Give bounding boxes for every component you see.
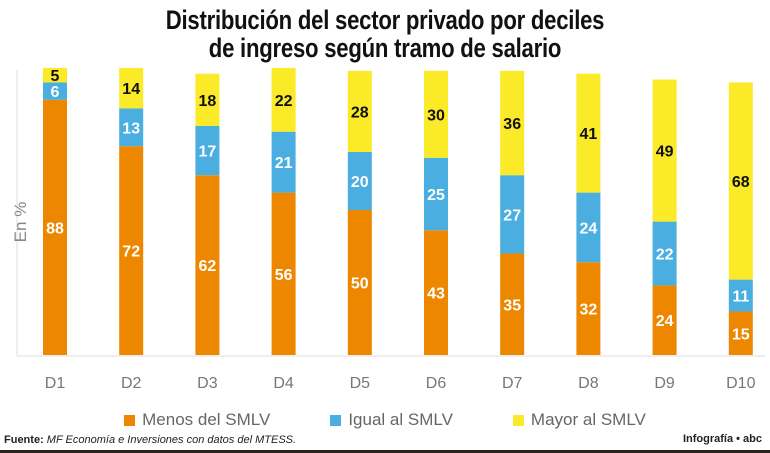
source-text: MF Economía e Inversiones con datos del …	[46, 434, 297, 446]
bar-menos-D10	[728, 311, 753, 355]
bar-mayor-D8	[576, 73, 601, 193]
x-tick-label: D6	[426, 375, 447, 392]
bar-igual-D10	[728, 279, 753, 312]
data-label: 17	[199, 144, 217, 161]
data-label: 32	[580, 302, 598, 319]
bar-igual-D2	[119, 108, 144, 147]
data-label: 24	[656, 313, 674, 330]
data-label: 5	[51, 68, 60, 85]
bar-mayor-D7	[500, 70, 525, 176]
legend: Menos del SMLV Igual al SMLV Mayor al SM…	[0, 410, 770, 430]
data-label: 13	[122, 120, 140, 137]
bar-igual-D4	[271, 131, 296, 193]
data-label: 41	[580, 126, 598, 143]
x-tick-label: D8	[578, 375, 599, 392]
bar-menos-D9	[652, 285, 677, 355]
data-label: 36	[503, 116, 521, 133]
bar-mayor-D4	[271, 67, 296, 132]
x-tick-label: D4	[273, 375, 294, 392]
data-label: 20	[351, 174, 369, 191]
x-tick-label: D5	[350, 375, 371, 392]
bar-mayor-D10	[728, 82, 753, 280]
data-label: 49	[656, 144, 674, 161]
bar-igual-D5	[347, 152, 372, 210]
bar-menos-D6	[424, 230, 448, 355]
data-label: 15	[732, 326, 750, 343]
data-label: 14	[122, 81, 140, 98]
bar-menos-D4	[271, 192, 296, 355]
bar-mayor-D6	[424, 70, 448, 158]
data-label: 24	[580, 220, 598, 237]
bar-mayor-D3	[195, 73, 220, 126]
data-label: 21	[275, 155, 293, 172]
bar-igual-D3	[195, 125, 220, 176]
stacked-bar-chart: En % 88 65 D1 72 13 14 D2 62 17 18 D3 56 21 22 D4 50 20 2…	[11, 67, 765, 392]
source-label: Fuente:	[4, 434, 44, 446]
bar-mayor-D2	[119, 67, 144, 109]
bar-mayor-D1	[43, 67, 67, 83]
chart-title: Distribución del sector privado por deci…	[69, 6, 700, 62]
legend-item-menos: Menos del SMLV	[124, 410, 270, 430]
bar-menos-D3	[195, 175, 220, 355]
bar-igual-D7	[500, 175, 525, 254]
bar-igual-D8	[576, 192, 601, 263]
data-label: 6	[51, 84, 60, 101]
x-tick-label: D2	[121, 375, 142, 392]
x-tick-label: D9	[654, 375, 675, 392]
bar-menos-D1	[43, 99, 67, 355]
bar-igual-D9	[652, 221, 677, 286]
source-note: Fuente: MF Economía e Inversiones con da…	[4, 434, 296, 446]
data-label: 18	[199, 93, 217, 110]
x-tick-label: D1	[45, 375, 66, 392]
legend-item-mayor: Mayor al SMLV	[512, 410, 646, 430]
data-label: 25	[427, 187, 445, 204]
data-label: 22	[656, 247, 674, 264]
data-label: 62	[199, 258, 217, 275]
legend-label: Igual al SMLV	[348, 410, 453, 429]
bar-menos-D2	[119, 146, 144, 355]
bar-igual-D6	[424, 157, 448, 231]
bar-menos-D8	[576, 262, 601, 355]
data-label: 27	[503, 207, 521, 224]
y-axis-label: En %	[11, 202, 30, 243]
data-label: 28	[351, 104, 369, 121]
x-tick-label: D3	[197, 375, 218, 392]
bottom-rule	[0, 450, 770, 453]
x-tick-label: D7	[502, 375, 523, 392]
x-tick-label: D10	[726, 375, 755, 392]
data-label: 22	[275, 93, 293, 110]
data-label: 68	[732, 174, 750, 191]
title-line-2: de ingreso según tramo de salario	[208, 33, 562, 63]
bar-menos-D5	[347, 210, 372, 355]
data-label: 56	[275, 267, 293, 284]
legend-label: Mayor al SMLV	[530, 410, 646, 429]
data-label: 43	[427, 286, 445, 303]
data-label: 30	[427, 107, 445, 124]
legend-item-igual: Igual al SMLV	[330, 410, 453, 430]
credit: Infografía • abc	[682, 433, 762, 445]
data-label: 11	[732, 289, 749, 306]
bar-igual-D1	[43, 82, 67, 100]
data-label: 50	[351, 276, 369, 293]
data-label: 35	[503, 297, 521, 314]
data-label: 88	[46, 220, 64, 237]
data-label: 72	[122, 244, 140, 261]
bar-mayor-D5	[347, 70, 372, 152]
legend-swatch	[512, 414, 524, 426]
legend-swatch	[330, 414, 342, 426]
title-line-1: Distribución del sector privado por deci…	[165, 5, 605, 35]
bar-mayor-D9	[652, 79, 677, 222]
legend-label: Menos del SMLV	[142, 410, 271, 429]
legend-swatch	[124, 414, 136, 426]
bar-menos-D7	[500, 253, 525, 355]
